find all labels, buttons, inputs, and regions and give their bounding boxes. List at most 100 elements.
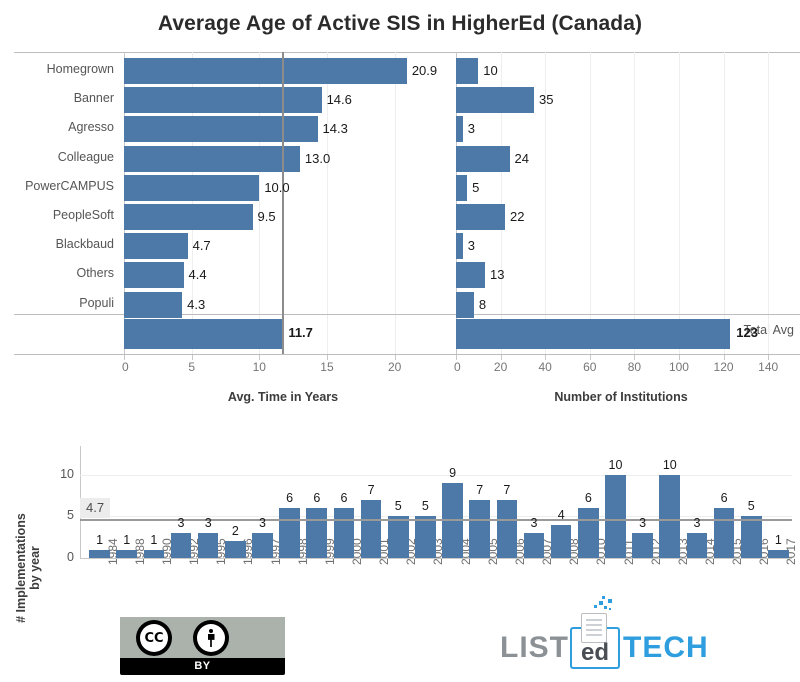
bar-value-label: 24	[514, 150, 529, 166]
axis-line	[124, 52, 125, 352]
bar-value-label: 10	[483, 63, 498, 78]
bar-value-label: 1	[123, 532, 131, 547]
cc-license-label: BY	[194, 660, 211, 672]
bar-value-label: 9	[449, 465, 457, 480]
category-label: Homegrown	[46, 62, 114, 76]
x-axis-avg-time: 0 5 10 15 20	[122, 355, 442, 380]
category-label: PeopleSoft	[52, 208, 114, 222]
total-bar-avg-time	[124, 319, 283, 349]
total-value-avg-time: 11.7	[288, 325, 313, 340]
axis-tick-label: 0	[122, 360, 129, 374]
total-bar-institutions	[456, 319, 731, 349]
bar	[124, 87, 322, 114]
axis-tick-mark	[500, 355, 502, 360]
x-axis-institutions: 0 20 40 60 80 100 120 140	[454, 355, 786, 380]
bar	[252, 532, 273, 558]
bar	[523, 532, 545, 558]
bar-value-label: 3	[467, 121, 475, 137]
axis-tick-label: 60	[583, 360, 597, 374]
total-row-divider-bottom	[14, 354, 800, 355]
category-label: Blackbaud	[55, 237, 114, 252]
bar-value-label: 1	[774, 532, 782, 547]
bar	[124, 116, 318, 143]
bar-value-label: 14.6	[326, 92, 352, 108]
bar	[124, 233, 188, 260]
bar	[550, 524, 572, 558]
bar	[360, 499, 382, 558]
category-label: Banner	[73, 91, 114, 106]
logo-text-list: LIST	[500, 631, 569, 664]
axis-tick-mark	[394, 355, 396, 360]
bar-value-label: 4.3	[187, 296, 206, 312]
bar-value-label: 3	[204, 515, 212, 530]
axis-tick-label: 10	[252, 360, 266, 374]
average-reference-line	[282, 52, 285, 348]
bar-value-label: 13	[489, 267, 505, 283]
bar-value-label: 10.0	[264, 179, 290, 195]
axis-tick-mark	[191, 355, 193, 360]
gridline	[326, 315, 328, 354]
bar-value-label: 3	[639, 515, 647, 530]
bar	[89, 549, 110, 558]
axis-tick-label: 40	[538, 360, 552, 374]
total-value-institutions: 123	[736, 325, 758, 340]
bar	[124, 204, 253, 230]
bar-value-label: 6	[340, 490, 348, 505]
axis-tick-mark	[259, 355, 261, 360]
bar-value-label: 6	[313, 490, 321, 505]
bar-value-label: 13.0	[304, 150, 331, 166]
gridline	[80, 474, 792, 476]
axis-line	[456, 52, 457, 352]
bar-value-label: 4	[557, 507, 565, 522]
bar	[170, 532, 192, 558]
bar	[659, 474, 681, 558]
bar	[387, 516, 409, 558]
gridline	[589, 52, 591, 352]
gridline	[545, 52, 547, 352]
bar-value-label: 8	[478, 296, 487, 312]
bar-value-label: 4.7	[192, 238, 211, 254]
x-axis-line	[80, 558, 792, 559]
bar	[415, 516, 436, 558]
sparkle-icon	[592, 596, 614, 614]
cc-mark-icon: CC	[136, 620, 172, 656]
bar	[469, 499, 491, 558]
y-axis-title-line2: by year	[28, 546, 42, 590]
bar	[605, 474, 626, 558]
axis-tick-label: 80	[627, 360, 642, 374]
axis-tick-mark	[723, 355, 725, 360]
bar-value-label: 1	[150, 532, 158, 547]
bar	[686, 532, 708, 558]
gridline	[723, 52, 725, 352]
bar-value-label: 22	[510, 209, 525, 224]
gridline	[80, 516, 792, 518]
bar-value-label: 6	[584, 490, 592, 505]
category-label: PowerCAMPUS	[25, 178, 114, 193]
average-reference-line	[80, 518, 792, 521]
bar-value-label: 3	[177, 515, 185, 530]
gridline	[394, 52, 396, 352]
axis-tick-label: 20	[387, 360, 402, 374]
bar	[143, 549, 165, 558]
bar-value-label: 7	[476, 482, 484, 497]
axis-tick-label: 0	[454, 360, 461, 374]
bar	[768, 549, 789, 558]
axis-tick-mark	[545, 355, 547, 360]
logo-ed-box: ed	[570, 596, 620, 669]
bar-value-label: 6	[286, 490, 294, 505]
bar	[456, 204, 506, 230]
implementations-by-year-chart: # Implementations by year 0 5 10 1 1984 1 1988 1…	[0, 425, 800, 623]
cc-mark-label: CC	[140, 624, 168, 652]
page-title: Average Age of Active SIS in HigherEd (C…	[157, 12, 643, 35]
bar-value-label: 10	[662, 457, 677, 472]
bar-value-label: 7	[503, 482, 511, 497]
average-reference-label: 4.7	[80, 497, 111, 518]
bar-value-label: 5	[747, 499, 755, 514]
bar	[713, 507, 735, 558]
bar	[456, 87, 535, 114]
attribution-person-icon	[193, 620, 229, 656]
panel-institutions: 10 35 3 24 5 22 3 13 8	[456, 52, 786, 352]
bar	[124, 174, 260, 201]
bar-value-label: 5	[394, 499, 402, 514]
